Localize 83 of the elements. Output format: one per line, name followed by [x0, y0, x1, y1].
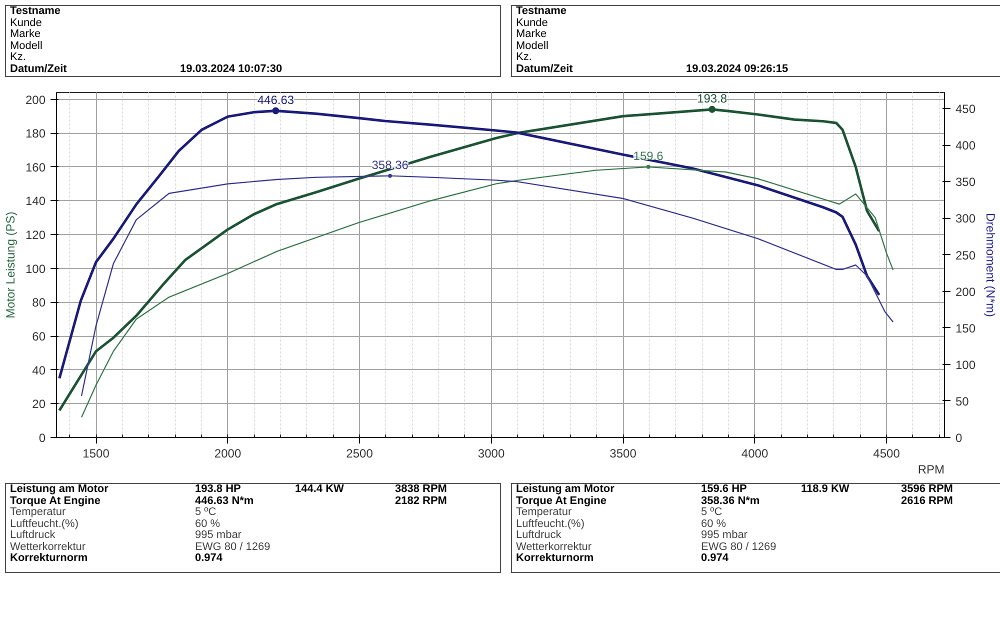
text: 159.6 HP	[700, 483, 748, 496]
text: Wetterkorrektur	[515, 540, 593, 553]
text: Luftdruck	[9, 529, 56, 542]
text: 3838 RPM	[394, 483, 448, 496]
text: Modell	[515, 40, 550, 52]
y2-tick-label: 250	[956, 248, 976, 262]
text: EWG 80 / 1269	[700, 540, 778, 553]
text: Korrekturnorm	[515, 552, 595, 564]
y-axis-title: Motor Leistung (PS)	[3, 212, 18, 318]
x-tick-label: 4500	[873, 446, 900, 460]
text: Modell	[9, 40, 44, 52]
y-tick-label: 160	[25, 160, 46, 174]
text: Torque At Engine	[515, 494, 608, 506]
text: Korrekturnorm	[9, 552, 89, 564]
text: Torque At Engine	[9, 494, 102, 506]
text: 2182 RPM	[394, 494, 448, 507]
text: 144.4 KW	[294, 483, 345, 496]
text: 19.03.2024 10:07:30	[179, 62, 284, 75]
text: Luftfeucht.(%)	[9, 518, 80, 530]
y-tick-label: 200	[25, 92, 46, 107]
text: 19.03.2024 09:26:15	[685, 62, 790, 75]
text: Datum/Zeit	[9, 62, 68, 75]
text: Luftdruck	[515, 529, 562, 542]
y-tick-label: 80	[32, 296, 46, 310]
text: Luftfeucht.(%)	[515, 518, 586, 530]
text: 5 ºC	[194, 506, 218, 518]
x-tick-label: 4000	[741, 446, 768, 460]
annotation: 193.8	[697, 91, 728, 106]
text: 995 mbar	[700, 529, 748, 542]
text: Testname	[9, 5, 62, 18]
text: Marke	[9, 28, 42, 40]
y2-tick-label: 450	[956, 102, 976, 116]
y2-tick-label: 300	[956, 212, 976, 226]
x-tick-label: 3000	[478, 446, 505, 460]
text: 5 ºC	[700, 506, 724, 518]
x-tick-label: 3500	[610, 446, 637, 460]
text: 0.974	[194, 552, 224, 564]
x-tick-label: 2000	[214, 446, 242, 460]
y2-axis-title: Drehmoment (N*m)	[984, 212, 998, 318]
y2-tick-label: 100	[956, 358, 976, 372]
text: Datum/Zeit	[515, 62, 574, 75]
text: 995 mbar	[194, 529, 242, 542]
annotation: 159.6	[633, 148, 664, 163]
y-tick-label: 140	[25, 194, 46, 208]
y-tick-label: 180	[25, 126, 46, 141]
y-tick-label: 120	[25, 228, 46, 242]
x-axis-title: RPM	[918, 462, 945, 476]
text: Kz.	[9, 51, 27, 64]
y2-tick-label: 150	[956, 321, 976, 336]
y-tick-label: 20	[32, 397, 46, 412]
y-tick-label: 0	[38, 431, 46, 445]
y2-tick-label: 400	[956, 138, 976, 153]
y-tick-label: 100	[25, 262, 46, 276]
y2-tick-label: 350	[956, 175, 976, 190]
text: Wetterkorrektur	[9, 540, 87, 553]
text: 446.63 N*m	[194, 494, 255, 507]
text: 193.8 HP	[194, 483, 242, 496]
text: Testname	[515, 5, 568, 18]
text: Temperatur	[9, 506, 66, 518]
text: EWG 80 / 1269	[194, 540, 272, 553]
text: Temperatur	[515, 506, 572, 518]
y-tick-label: 60	[32, 330, 46, 344]
annotation: 446.63	[257, 92, 294, 107]
text: 60 %	[700, 518, 728, 530]
x-tick-label: 2500	[346, 446, 374, 460]
text: 118.9 KW	[800, 483, 850, 496]
y-tick-label: 40	[32, 363, 46, 378]
text: Kz.	[515, 51, 533, 64]
text: 60 %	[194, 518, 222, 530]
x-tick-label: 1500	[82, 446, 110, 460]
text: Kunde	[9, 16, 43, 29]
y2-tick-label: 0	[956, 431, 962, 445]
y2-tick-label: 200	[956, 284, 976, 299]
text: Marke	[515, 28, 548, 40]
text: Kunde	[515, 16, 549, 29]
text: Leistung am Motor	[515, 483, 616, 496]
text: 0.974	[700, 552, 730, 564]
text: Leistung am Motor	[9, 483, 110, 496]
text: 2616 RPM	[900, 494, 954, 507]
text: 3596 RPM	[900, 483, 954, 496]
annotation: 358.36	[372, 158, 409, 172]
text: 358.36 N*m	[700, 494, 761, 507]
y2-tick-label: 50	[956, 394, 970, 408]
